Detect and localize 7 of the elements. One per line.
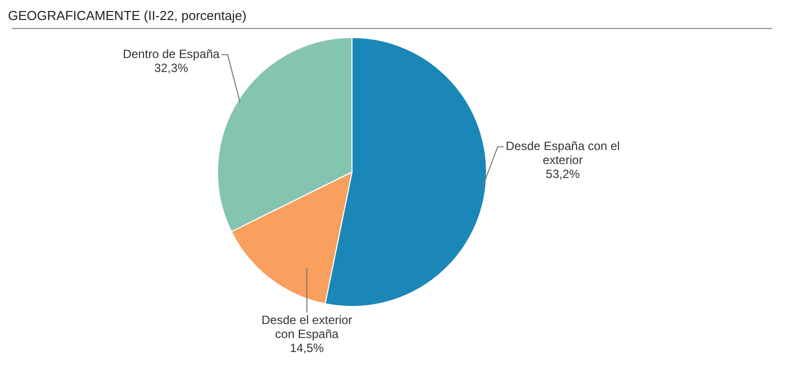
chart-title: GEOGRAFICAMENTE (II-22, porcentaje) bbox=[8, 8, 248, 24]
data-label: 14,5% bbox=[290, 340, 324, 355]
data-label: 32,3% bbox=[154, 60, 189, 75]
slice-label: Desde el exterior con España bbox=[261, 312, 352, 341]
slice-label: Desde España con el exterior bbox=[506, 139, 620, 168]
data-label: 53,2% bbox=[546, 167, 580, 182]
slice-label: Dentro de España bbox=[122, 46, 220, 61]
